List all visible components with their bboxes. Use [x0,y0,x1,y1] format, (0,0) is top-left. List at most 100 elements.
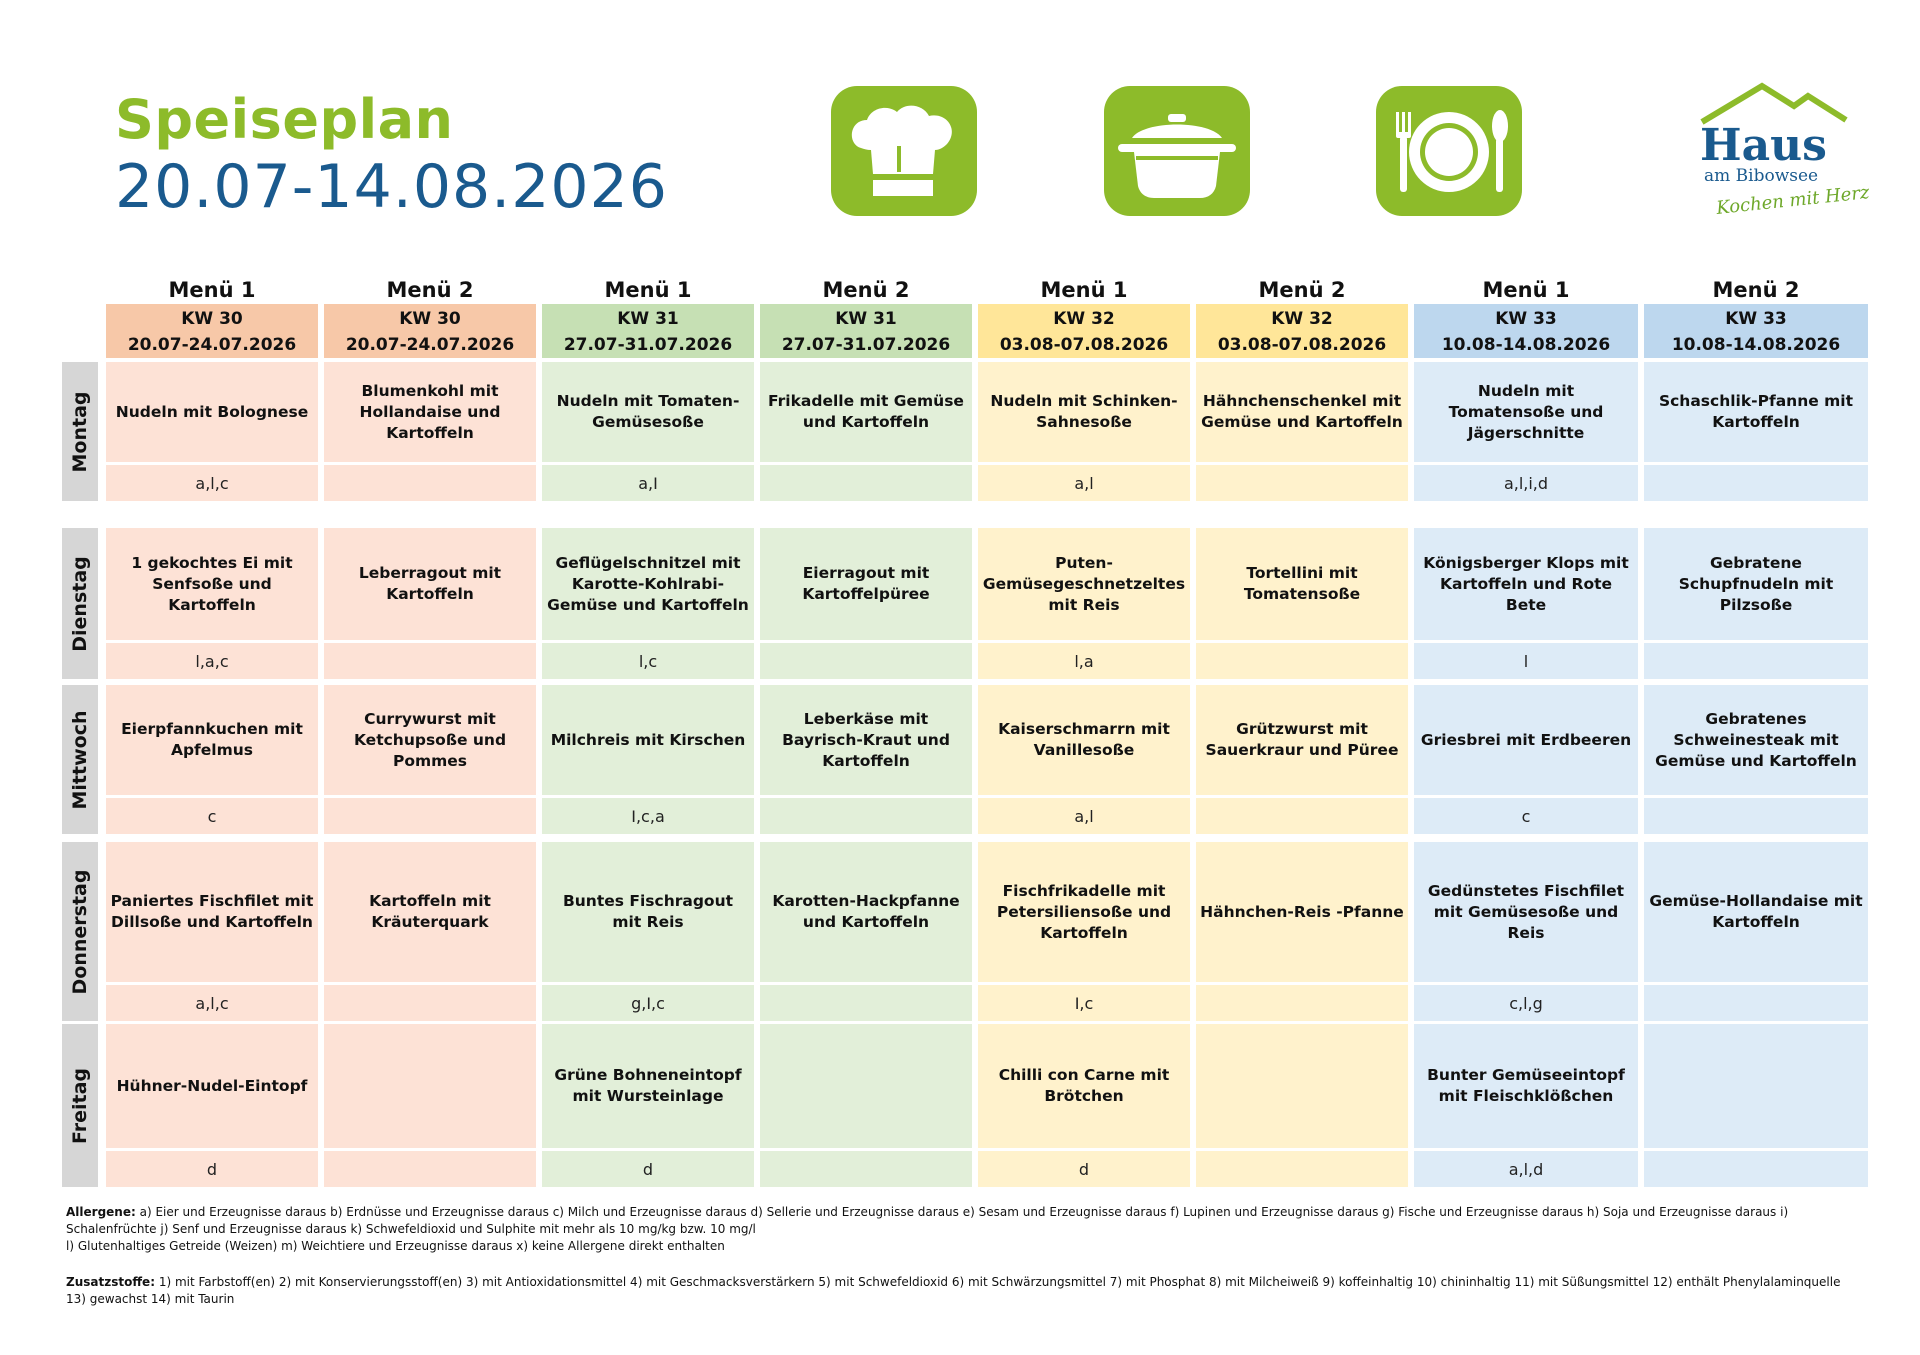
allergen-cell [760,465,972,501]
week-header: KW 30 20.07-24.07.2026 [106,304,318,358]
dish-cell: Frikadelle mit Gemüse und Kartoffeln [760,362,972,462]
dish-cell: Tortellini mit Tomatensoße [1196,528,1408,640]
allergene-label: Allergene: [66,1205,136,1219]
allergene-text-2: l) Glutenhaltiges Getreide (Weizen) m) W… [66,1239,725,1253]
logo: Haus am Bibowsee Kochen mit Herz [1696,80,1876,220]
dish-cell: Nudeln mit Bolognese [106,362,318,462]
dish-cell [760,1024,972,1148]
allergen-cell: I,c,a [542,798,754,834]
dish-cell: Nudeln mit Tomatensoße und Jägerschnitte [1414,362,1638,462]
day-label: Montag [62,362,98,501]
allergen-cell [1196,465,1408,501]
allergen-cell: l,c [542,643,754,679]
date-range: 20.07-14.08.2026 [115,152,668,222]
dish-cell: Milchreis mit Kirschen [542,685,754,795]
allergen-cell [1196,985,1408,1021]
dish-cell: Buntes Fischragout mit Reis [542,842,754,982]
allergene-text: a) Eier und Erzeugnisse daraus b) Erdnüs… [66,1205,1789,1236]
menu-header: Menü 1 [1040,278,1128,302]
dish-cell: Chilli con Carne mit Brötchen [978,1024,1190,1148]
allergen-cell [1644,798,1868,834]
logo-slogan: Kochen mit Herz [1715,182,1871,219]
week-header: KW 33 10.08-14.08.2026 [1644,304,1868,358]
logo-name: Haus [1700,120,1827,171]
dish-cell: Gedünstetes Fischfilet mit Gemüsesoße un… [1414,842,1638,982]
allergen-cell: a,l,d [1414,1151,1638,1187]
allergen-cell [324,643,536,679]
dish-cell: Kartoffeln mit Kräuterquark [324,842,536,982]
week-number: KW 32 [1271,309,1333,329]
week-number: KW 31 [835,309,897,329]
week-header: KW 32 03.08-07.08.2026 [978,304,1190,358]
allergen-cell: I,c [978,985,1190,1021]
day-name: Freitag [69,1067,91,1144]
zusatz-text: 1) mit Farbstoff(en) 2) mit Konservierun… [66,1275,1841,1306]
week-dates: 03.08-07.08.2026 [999,335,1169,355]
allergen-cell: a,l,i,d [1414,465,1638,501]
day-label: Donnerstag [62,842,98,1021]
dish-cell: Eierragout mit Kartoffelpüree [760,528,972,640]
chef-hat-icon [831,86,977,216]
allergen-cell: c [1414,798,1638,834]
week-header: KW 31 27.07-31.07.2026 [542,304,754,358]
dish-cell: Königsberger Klops mit Kartoffeln und Ro… [1414,528,1638,640]
additive-legend: Zusatzstoffe: 1) mit Farbstoff(en) 2) mi… [66,1274,1856,1308]
day-name: Donnerstag [69,869,91,994]
dish-cell: Fischfrikadelle mit Petersiliensoße und … [978,842,1190,982]
zusatz-label: Zusatzstoffe: [66,1275,155,1289]
allergen-cell: g,I,c [542,985,754,1021]
day-name: Montag [69,391,91,472]
allergen-cell [760,798,972,834]
allergen-cell [760,643,972,679]
allergen-cell [324,985,536,1021]
week-dates: 20.07-24.07.2026 [127,335,297,355]
dish-cell: Leberkäse mit Bayrisch-Kraut und Kartoff… [760,685,972,795]
allergen-cell: l,a,c [106,643,318,679]
dish-cell: Gemüse-Hollandaise mit Kartoffeln [1644,842,1868,982]
menu-header: Menü 2 [1712,278,1800,302]
allergen-cell [1196,643,1408,679]
dish-cell: Grüne Bohneneintopf mit Wursteinlage [542,1024,754,1148]
dish-cell: Hähnchen-Reis -Pfanne [1196,842,1408,982]
logo-sub: am Bibowsee [1704,166,1819,186]
allergen-cell [324,465,536,501]
dish-cell: Kaiserschmarrn mit Vanillesoße [978,685,1190,795]
dish-cell: 1 gekochtes Ei mit Senfsoße und Kartoffe… [106,528,318,640]
dish-cell: Bunter Gemüseeintopf mit Fleischklößchen [1414,1024,1638,1148]
day-label: Freitag [62,1024,98,1187]
day-name: Dienstag [69,555,91,652]
dish-cell: Hühner-Nudel-Eintopf [106,1024,318,1148]
dish-cell: Griesbrei mit Erdbeeren [1414,685,1638,795]
allergen-cell [1196,798,1408,834]
dish-cell: Eierpfannkuchen mit Apfelmus [106,685,318,795]
menu-header: Menü 1 [168,278,256,302]
week-number: KW 30 [399,309,461,329]
dish-cell: Paniertes Fischfilet mit Dillsoße und Ka… [106,842,318,982]
allergen-cell: c [106,798,318,834]
dish-cell: Leberragout mit Kartoffeln [324,528,536,640]
menu-header: Menü 2 [822,278,910,302]
cooking-pot-icon [1104,86,1250,216]
allergen-cell [760,1151,972,1187]
allergen-cell [1644,465,1868,501]
week-dates: 10.08-14.08.2026 [1441,335,1611,355]
week-header: KW 32 03.08-07.08.2026 [1196,304,1408,358]
dish-cell: Currywurst mit Ketchupsoße und Pommes [324,685,536,795]
week-number: KW 31 [617,309,679,329]
allergen-cell: a,l [978,465,1190,501]
allergen-cell [324,798,536,834]
dish-cell: Gebratenes Schweinesteak mit Gemüse und … [1644,685,1868,795]
week-number: KW 33 [1495,309,1557,329]
week-header: KW 33 10.08-14.08.2026 [1414,304,1638,358]
week-dates: 03.08-07.08.2026 [1217,335,1387,355]
dish-cell: Gebratene Schupfnudeln mit Pilzsoße [1644,528,1868,640]
day-label: Dienstag [62,528,98,679]
dish-cell: Hähnchenschenkel mit Gemüse und Kartoffe… [1196,362,1408,462]
allergen-legend: Allergene: a) Eier und Erzeugnisse darau… [66,1204,1856,1255]
week-number: KW 33 [1725,309,1787,329]
day-label: Mittwoch [62,685,98,834]
menu-header: Menü 1 [1482,278,1570,302]
allergen-cell [1644,985,1868,1021]
allergen-cell: a,l [978,798,1190,834]
week-dates: 27.07-31.07.2026 [563,335,733,355]
